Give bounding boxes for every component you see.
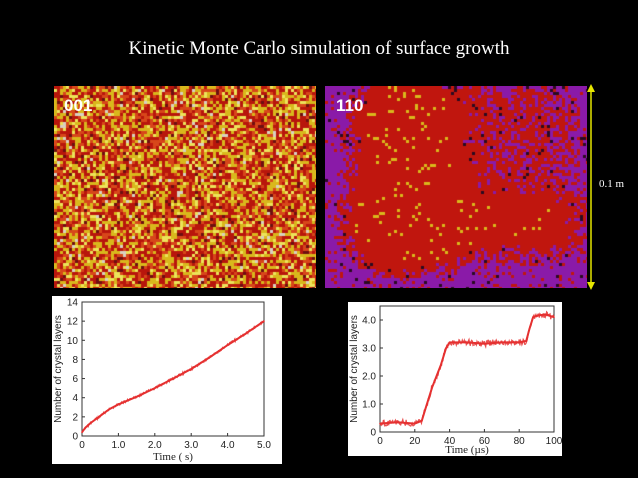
series-noise-band <box>379 310 555 427</box>
series-noise-band <box>81 320 265 434</box>
x-tick-label: 0 <box>377 436 383 447</box>
data-point <box>263 320 265 322</box>
x-tick-label: 60 <box>479 436 491 447</box>
plot-frame <box>81 301 265 437</box>
data-point <box>448 341 451 344</box>
data-point <box>553 316 555 318</box>
x-tick-label: 40 <box>444 436 456 447</box>
slide-title: Kinetic Monte Carlo simulation of surfac… <box>128 38 510 59</box>
data-point <box>466 341 468 344</box>
plot-frame <box>379 305 555 433</box>
surface-110-image <box>325 86 587 288</box>
data-point <box>226 344 229 346</box>
data-point <box>420 420 423 422</box>
y-tick-label: 3.0 <box>362 344 376 355</box>
data-point <box>208 356 211 359</box>
data-point <box>535 315 538 317</box>
data-point <box>117 403 120 406</box>
data-point <box>431 386 433 388</box>
x-axis-label: Time (µs) <box>445 444 489 456</box>
surface-110-label: 110 <box>336 96 364 115</box>
series-line <box>81 320 265 433</box>
data-point <box>424 408 427 411</box>
y-axis-label: Number of crystal layers <box>53 315 64 423</box>
data-point <box>84 426 87 429</box>
scale-bar-label: 0.1 m <box>599 178 625 190</box>
x-tick-label: 2.0 <box>148 440 162 451</box>
x-tick-label: 1.0 <box>111 440 125 451</box>
y-tick-label: 0 <box>72 432 78 443</box>
y-tick-label: 6 <box>72 374 78 385</box>
x-tick-label: 4.0 <box>221 440 235 451</box>
data-point <box>544 313 547 316</box>
data-point <box>501 341 503 344</box>
y-tick-label: 1.0 <box>362 400 376 411</box>
y-axis-label: Number of crystal layers <box>349 315 360 423</box>
x-tick-label: 0 <box>79 440 85 451</box>
data-point <box>396 421 399 423</box>
x-axis-label: Time ( s) <box>153 451 193 463</box>
scale-bar <box>587 84 595 290</box>
data-point <box>525 340 527 342</box>
data-point <box>245 332 247 335</box>
surface-001-label: 001 <box>64 96 93 115</box>
y-tick-label: 12 <box>67 317 79 328</box>
x-tick-label: 80 <box>514 436 526 447</box>
y-tick-label: 10 <box>67 336 79 347</box>
data-point <box>483 343 486 345</box>
data-point <box>99 415 101 417</box>
y-tick-label: 0 <box>370 428 376 439</box>
data-point <box>126 399 129 402</box>
chart-panel-001: 0 1.0 2.0 3.0 4.0 5.0 0 2 4 6 8 10 12 14 Number of cry… <box>52 296 282 464</box>
data-point <box>532 316 534 318</box>
data-point <box>90 421 92 424</box>
data-point <box>108 408 111 410</box>
y-tick-label: 4 <box>72 393 78 404</box>
y-tick-label: 4.0 <box>362 316 376 327</box>
data-point <box>445 347 447 349</box>
chart-panel-110: 0 20 40 60 80 100 0 1.0 2.0 3.0 4.0 Number of cryst… <box>348 302 562 456</box>
data-point <box>154 387 156 389</box>
data-point <box>528 327 531 330</box>
y-tick-label: 2.0 <box>362 372 376 383</box>
data-point <box>440 364 442 366</box>
data-point <box>379 422 381 425</box>
y-tick-label: 8 <box>72 355 78 366</box>
series-line <box>379 313 555 425</box>
surface-001-image <box>54 86 316 288</box>
x-tick-label: 20 <box>409 436 421 447</box>
data-point <box>414 422 416 425</box>
y-tick-label: 2 <box>72 412 78 423</box>
data-point <box>518 341 520 344</box>
x-tick-label: 100 <box>546 436 562 447</box>
data-point <box>172 377 174 380</box>
data-point <box>81 431 83 433</box>
data-point <box>135 395 138 398</box>
x-tick-label: 5.0 <box>257 440 271 451</box>
data-point <box>190 368 192 370</box>
x-tick-label: 3.0 <box>184 440 198 451</box>
y-tick-label: 14 <box>67 298 79 309</box>
